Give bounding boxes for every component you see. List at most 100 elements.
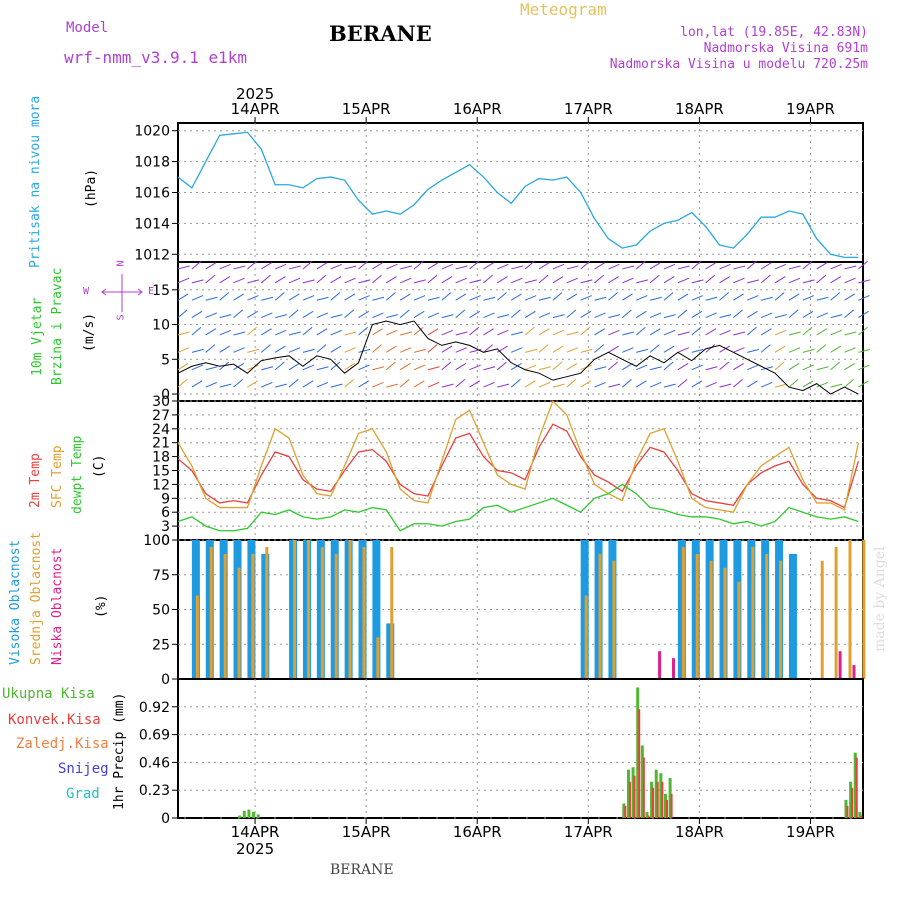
wind-arrow [358,295,370,301]
precip-conv-bar [638,709,641,818]
wind-arrow [344,378,355,388]
precip-conv-bar [665,799,668,818]
wind-arrow [774,361,785,371]
wind-arrow [691,310,703,319]
y-tick-label: 6 [161,505,170,521]
wind-arrow [274,292,285,301]
precip-conv-bar [656,781,659,818]
wind-arrow [497,292,507,301]
wind-arrow [177,277,190,284]
wind-arrow [497,329,509,336]
wind-arrow [191,260,202,270]
wind-arrow [844,309,854,318]
wind-arrow [663,329,676,336]
wind-arrow [663,263,676,270]
wind-arrow [844,331,857,336]
wind-arrow [580,348,593,353]
wind-arrow [719,345,731,353]
wind-arrow [191,380,203,388]
y-tick-label: 75 [152,568,170,584]
wind-arrow [316,328,328,336]
wind-arrow [719,361,730,371]
wind-arrow [608,263,620,270]
wind-speed-line [177,320,859,395]
cloud-mid-bar [848,540,852,679]
wind-arrow [260,344,271,353]
wind-arrow [483,366,496,371]
wind-arrow [649,262,661,270]
wind-arrow [441,329,454,336]
wind-arrow [788,363,800,371]
wind-arrow [649,328,661,336]
wind-arrow [330,345,342,353]
wind-arrow [469,279,482,284]
wind-arrow [275,329,287,336]
wind-arrow [177,331,190,336]
cloud-mid-bar [237,567,241,679]
wind-arrow [330,292,341,301]
wind-arrow [802,348,815,353]
cloud-mid-bar [209,546,213,679]
wind-arrow [191,295,204,301]
wind-arrow [385,292,396,301]
wind-arrow [719,383,732,388]
wind-arrow [177,265,190,270]
wind-arrow [510,309,521,318]
wind-arrow [608,361,618,371]
wind-arrow [413,310,425,319]
wind-arrow [247,326,257,336]
y-tick-label: 3 [161,519,170,535]
precip-conv-bar [647,815,650,818]
wind-arrow [330,361,341,371]
wind-arrow [816,296,829,301]
precip-conv-bar [661,781,664,818]
wind-arrow [358,326,369,336]
wind-arrow [705,381,717,388]
wind-arrow [761,366,773,371]
wind-arrow [441,314,454,319]
wind-arrow [691,364,703,371]
wind-arrow [552,329,565,336]
y-tick-label: 1012 [134,247,170,263]
top-day-label: 19APR [786,100,835,118]
panel-frame [177,678,864,819]
wind-arrow [511,277,523,284]
wind-arrow [622,293,633,301]
wind-arrow [733,363,744,371]
station-title: BERANE [329,21,432,46]
wind-arrow [525,348,537,353]
wind-arrow [274,345,286,353]
temp-2m-line [177,423,859,509]
wind-arrow [580,310,592,319]
wind-arrow [288,363,300,371]
wind-arrow [510,378,521,388]
wind-arrow [705,262,717,270]
wind-arrow [511,331,523,336]
precip-frz-label: Zaledj.Kisa [16,736,109,752]
wind-arrow [719,263,731,270]
wind-arrow [177,363,189,371]
y-tick-label: 0 [161,533,170,549]
wind-arrow [733,331,746,336]
wind-arrow [858,364,870,371]
wind-arrow [177,378,188,388]
wind-arrow [816,381,828,388]
precip-conv-bar [624,805,627,818]
cloud-mid-bar [862,540,866,679]
wind-arrow [524,295,537,301]
wind-arrow [358,310,369,319]
wind-arrow [622,347,634,353]
y-tick-label: 30 [152,394,170,410]
wind-arrow [483,296,496,301]
cloud-mid-bar [195,595,199,679]
wind-arrow [386,263,398,270]
wind-arrow [747,279,760,284]
wind-arrow [566,277,579,284]
wind-arrow [497,276,508,284]
wind-arrow [608,276,619,284]
wind-arrow [400,265,412,270]
wind-arrow [594,381,606,388]
y-tick-label: 0 [161,387,170,403]
wind-arrow [691,295,703,301]
